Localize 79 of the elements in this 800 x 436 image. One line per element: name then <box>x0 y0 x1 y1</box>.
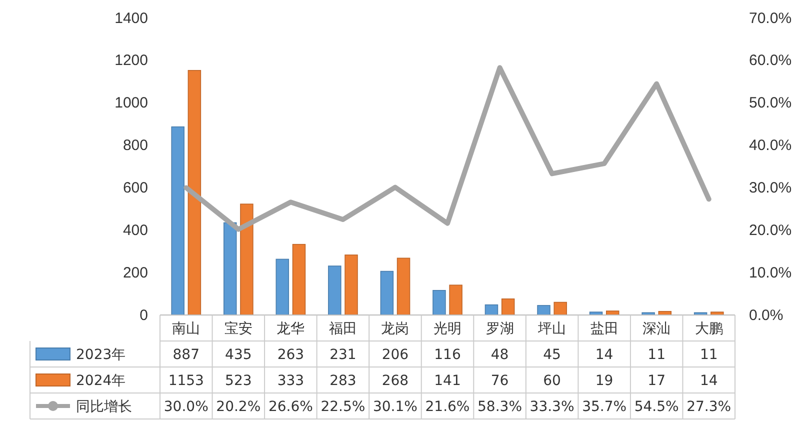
y2-tick-label: 10.0% <box>749 264 792 282</box>
data-label: 887 <box>172 347 200 363</box>
x-tick-label: 盐田 <box>590 321 618 337</box>
y-tick-label: 400 <box>122 222 148 239</box>
bar <box>484 304 498 316</box>
y-tick-label: 1000 <box>114 94 148 112</box>
data-label: 116 <box>434 347 461 363</box>
data-label: 20.2% <box>216 399 261 415</box>
data-label: 54.5% <box>634 399 679 415</box>
x-tick-label: 南山 <box>172 321 200 337</box>
bar <box>171 126 184 316</box>
x-tick-label: 光明 <box>434 321 462 337</box>
data-label: 60 <box>543 373 561 389</box>
bar <box>380 270 394 316</box>
bar <box>292 244 306 316</box>
bar <box>188 70 202 316</box>
bar <box>276 258 290 316</box>
data-label: 523 <box>225 373 252 389</box>
y2-tick-label: 50.0% <box>749 94 792 112</box>
data-label: 333 <box>277 373 304 389</box>
bar <box>396 258 410 316</box>
data-label: 45 <box>543 347 561 363</box>
y2-tick-label: 60.0% <box>749 52 792 70</box>
y-tick-label: 1200 <box>114 52 148 70</box>
y-tick-label: 1400 <box>114 10 148 27</box>
y2-tick-label: 20.0% <box>749 222 792 239</box>
data-label: 17 <box>648 373 666 389</box>
data-label: 26.6% <box>268 399 313 415</box>
legend-label: 2023年 <box>76 347 126 363</box>
bar <box>501 298 515 316</box>
y-tick-label: 800 <box>122 137 148 154</box>
bar <box>328 266 342 316</box>
bar <box>223 222 237 316</box>
data-label: 33.3% <box>530 399 574 415</box>
data-label: 141 <box>434 373 461 389</box>
data-label: 11 <box>700 347 718 363</box>
data-label: 11 <box>648 347 666 363</box>
data-label: 206 <box>382 347 409 363</box>
legend-label: 同比增长 <box>76 399 132 415</box>
y-tick-label: 0 <box>140 306 148 324</box>
data-label: 14 <box>700 373 718 389</box>
bar <box>432 290 446 316</box>
bar <box>554 302 567 316</box>
data-label: 435 <box>225 347 252 363</box>
y2-tick-label: 70.0% <box>749 10 792 27</box>
data-label: 22.5% <box>320 399 366 415</box>
data-label: 30.1% <box>372 399 418 415</box>
legend-label: 2024年 <box>76 373 126 389</box>
y2-tick-label: 0.0% <box>749 306 784 324</box>
data-label: 231 <box>330 347 356 363</box>
data-label: 27.3% <box>686 399 732 415</box>
bar <box>240 204 254 316</box>
x-tick-label: 大鹏 <box>694 321 723 337</box>
x-tick-label: 深汕 <box>642 321 671 337</box>
y-tick-label: 600 <box>122 180 148 197</box>
x-tick-label: 龙华 <box>276 321 305 337</box>
data-label: 58.3% <box>478 399 522 415</box>
x-tick-label: 福田 <box>328 321 357 337</box>
bar <box>344 254 358 316</box>
y2-tick-label: 40.0% <box>749 137 792 154</box>
y-tick-label: 200 <box>122 264 148 282</box>
x-tick-label: 坪山 <box>537 321 566 337</box>
data-label: 48 <box>490 347 509 363</box>
x-tick-label: 宝安 <box>224 321 252 337</box>
bar <box>537 305 550 316</box>
data-label: 76 <box>490 373 509 389</box>
data-label: 283 <box>330 373 356 389</box>
data-label: 263 <box>277 347 304 363</box>
data-label: 30.0% <box>164 399 208 415</box>
data-label: 268 <box>382 373 409 389</box>
x-tick-label: 罗湖 <box>486 321 514 337</box>
data-label: 21.6% <box>425 399 470 415</box>
data-label: 1153 <box>168 373 204 389</box>
y2-tick-label: 30.0% <box>749 180 792 197</box>
data-label: 19 <box>595 373 614 389</box>
bar <box>449 284 462 316</box>
x-tick-label: 龙岗 <box>381 321 410 337</box>
data-label: 35.7% <box>582 399 627 415</box>
data-label: 14 <box>595 347 614 363</box>
